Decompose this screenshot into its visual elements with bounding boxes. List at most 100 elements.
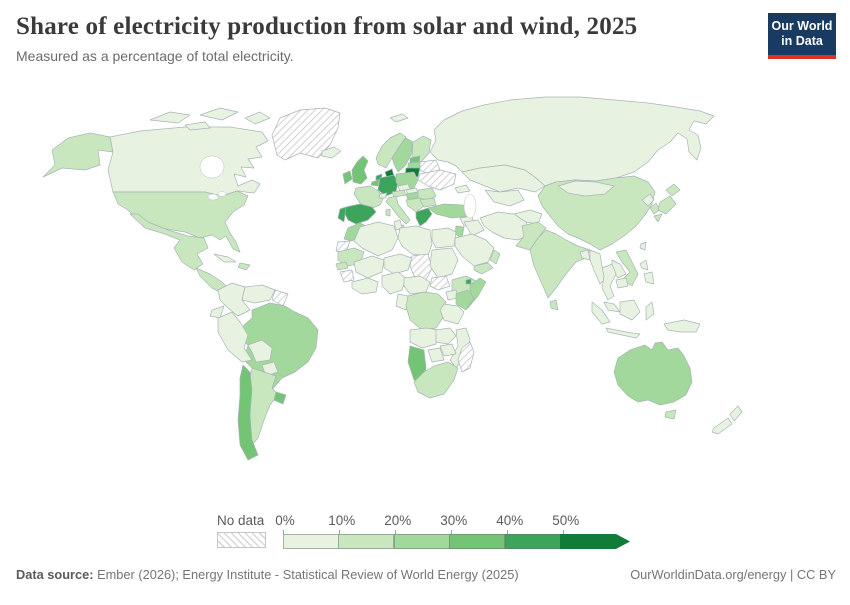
country-switzerland[interactable] xyxy=(378,192,388,199)
country-uruguay[interactable] xyxy=(273,391,287,405)
country-finland[interactable] xyxy=(411,135,432,163)
owid-link[interactable]: OurWorldinData.org/energy xyxy=(630,567,787,582)
country-iceland[interactable] xyxy=(321,146,342,159)
country-madagascar[interactable] xyxy=(457,341,475,373)
country-afghanistan[interactable] xyxy=(513,209,543,225)
legend-band-10-20%[interactable] xyxy=(338,534,394,549)
country-canada[interactable] xyxy=(107,126,269,197)
country-philippines[interactable] xyxy=(643,271,655,285)
country-caucasus[interactable] xyxy=(454,184,471,194)
country-latvia[interactable] xyxy=(407,161,422,169)
country-sweden[interactable] xyxy=(391,137,414,173)
legend-color-bar[interactable] xyxy=(282,534,663,549)
country-ukraine[interactable] xyxy=(417,169,457,191)
country-malaysia[interactable] xyxy=(603,301,621,313)
country-japan-hokkaido[interactable] xyxy=(665,183,681,197)
country-mongolia[interactable] xyxy=(557,180,615,197)
country-svalbard[interactable] xyxy=(389,113,409,123)
country-egypt[interactable] xyxy=(431,227,457,249)
country-japan-honshu[interactable] xyxy=(657,195,677,215)
country-mali[interactable] xyxy=(353,255,385,279)
country-colombia[interactable] xyxy=(217,282,251,317)
country-japan-kyushu[interactable] xyxy=(653,213,663,223)
legend-band-0-10%[interactable] xyxy=(282,534,339,549)
country-greenland[interactable] xyxy=(271,107,341,161)
country-west-africa[interactable] xyxy=(351,277,379,295)
country-tasmania[interactable] xyxy=(664,409,677,420)
country-bolivia[interactable] xyxy=(247,339,273,363)
country-libya[interactable] xyxy=(397,225,433,257)
country-oman[interactable] xyxy=(489,249,501,265)
country-congo-gabon[interactable] xyxy=(395,293,409,311)
country-italy-sardinia[interactable] xyxy=(385,208,391,217)
country-zimbabwe[interactable] xyxy=(439,343,457,357)
country-portugal[interactable] xyxy=(337,206,347,223)
country-tanzania[interactable] xyxy=(439,303,465,325)
country-sudan[interactable] xyxy=(429,247,459,279)
legend-band-30-40%[interactable] xyxy=(449,534,505,549)
country-senegal[interactable] xyxy=(335,261,349,271)
country-bulgaria[interactable] xyxy=(419,197,437,208)
country-canada-arctic[interactable] xyxy=(199,107,239,121)
legend-band-50%+[interactable] xyxy=(560,534,630,549)
country-south-sudan[interactable] xyxy=(429,275,451,291)
country-indonesia-java[interactable] xyxy=(605,327,641,339)
country-djibouti[interactable] xyxy=(465,278,472,285)
country-united-kingdom[interactable] xyxy=(351,155,369,185)
country-drc[interactable] xyxy=(405,291,447,331)
country-new-zealand-north[interactable] xyxy=(729,405,743,422)
country-central-asia[interactable] xyxy=(484,189,525,207)
country-new-zealand-south[interactable] xyxy=(711,417,733,435)
legend-band-40-50%[interactable] xyxy=(504,534,561,549)
country-yemen[interactable] xyxy=(473,262,494,275)
country-canada-arctic[interactable] xyxy=(184,121,211,131)
country-north-korea[interactable] xyxy=(641,193,655,207)
country-kenya[interactable] xyxy=(455,289,475,311)
country-taiwan[interactable] xyxy=(639,241,647,251)
country-greece[interactable] xyxy=(415,207,433,227)
country-algeria[interactable] xyxy=(353,221,399,257)
country-mexico[interactable] xyxy=(129,213,209,271)
country-niger[interactable] xyxy=(383,253,413,275)
country-france[interactable] xyxy=(353,185,385,210)
country-alaska[interactable] xyxy=(42,132,114,178)
country-canada-arctic[interactable] xyxy=(149,111,191,124)
country-vietnam[interactable] xyxy=(615,249,639,287)
country-cambodia[interactable] xyxy=(615,277,629,289)
country-italy[interactable] xyxy=(385,195,411,225)
country-venezuela[interactable] xyxy=(241,284,276,304)
country-sri-lanka[interactable] xyxy=(549,299,559,311)
country-balkans[interactable] xyxy=(405,197,425,213)
country-iraq[interactable] xyxy=(463,219,485,237)
country-indonesia-borneo[interactable] xyxy=(619,299,641,321)
country-philippines[interactable] xyxy=(639,259,649,271)
country-belgium[interactable] xyxy=(370,179,380,187)
country-chile[interactable] xyxy=(237,364,259,461)
legend-band-20-30%[interactable] xyxy=(393,534,450,549)
legend-no-data[interactable]: No data xyxy=(217,513,266,548)
license-link[interactable]: CC BY xyxy=(796,567,836,582)
country-ireland[interactable] xyxy=(342,170,353,185)
country-australia[interactable] xyxy=(613,341,693,406)
country-indonesia-sumatra[interactable] xyxy=(591,301,611,325)
country-china[interactable] xyxy=(537,175,656,251)
country-new-guinea[interactable] xyxy=(663,319,701,333)
country-nigeria[interactable] xyxy=(381,271,407,295)
owid-logo[interactable]: Our World in Data xyxy=(768,13,836,59)
country-saudi-arabia[interactable] xyxy=(454,233,495,267)
country-south-africa[interactable] xyxy=(413,361,459,399)
country-chad[interactable] xyxy=(409,253,433,281)
country-argentina[interactable] xyxy=(248,367,279,446)
country-spain[interactable] xyxy=(343,203,377,225)
country-canada-arctic[interactable] xyxy=(244,111,271,125)
country-thailand[interactable] xyxy=(601,263,617,301)
no-data-swatch[interactable] xyxy=(217,532,266,548)
country-guinea[interactable] xyxy=(339,269,355,283)
country-hispaniola[interactable] xyxy=(237,262,251,271)
country-angola[interactable] xyxy=(409,327,439,349)
country-india[interactable] xyxy=(529,229,591,299)
country-indonesia-sulawesi[interactable] xyxy=(645,301,655,321)
country-botswana[interactable] xyxy=(427,347,445,363)
country-zambia[interactable] xyxy=(435,327,457,345)
country-peru[interactable] xyxy=(217,311,253,363)
